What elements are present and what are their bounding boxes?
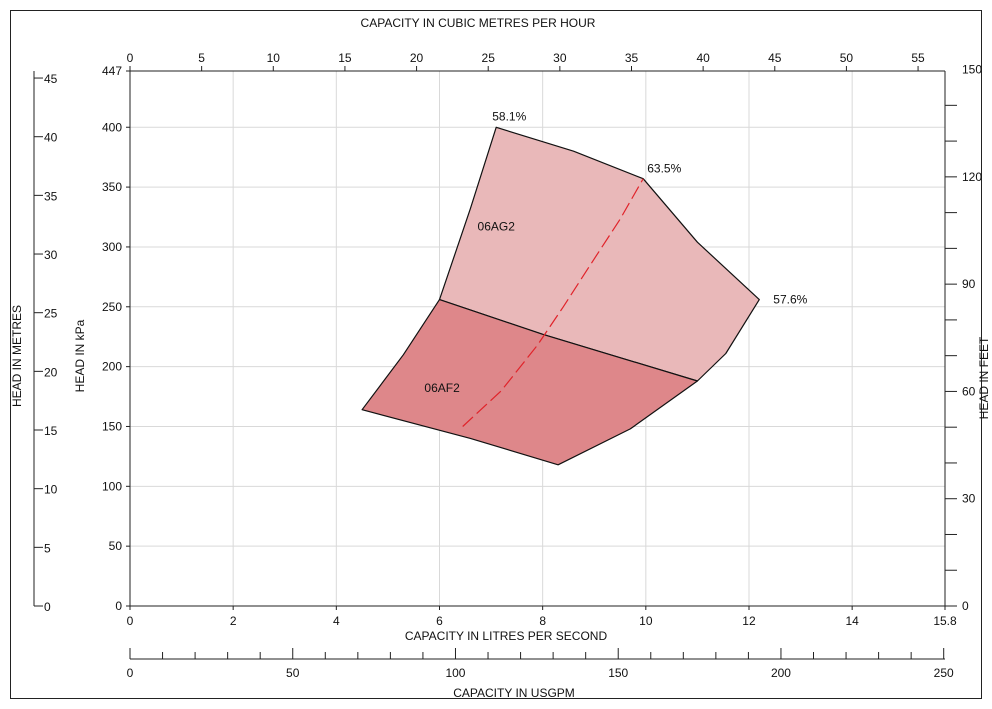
y-kpa-tick-label: 300 [102,240,122,254]
title-top-m3h: CAPACITY IN CUBIC METRES PER HOUR [361,16,596,30]
y-metres-tick-label: 25 [44,307,58,321]
y-feet-tick-label: 0 [962,599,969,613]
y-metres-tick-label: 10 [44,483,58,497]
x-m3h-tick-label: 15 [338,51,352,65]
x-lps-tick-label: 2 [230,614,237,628]
x-lps-tick-label: 14 [845,614,859,628]
usgpm-tick-label: 200 [771,666,791,680]
y-feet-tick-label: 30 [962,492,976,506]
efficiency-label: 58.1% [492,109,526,123]
x-m3h-tick-label: 20 [410,51,424,65]
region-label: 06AG2 [478,220,516,234]
y-metres-tick-label: 35 [44,189,58,203]
region-06af2 [361,299,699,466]
y-feet-tick-label: 120 [962,170,982,184]
y-kpa-tick-label: 0 [115,599,122,613]
x-lps-tick-label: 8 [539,614,546,628]
x-lps-tick-label: 12 [742,614,756,628]
x-m3h-tick-label: 50 [840,51,854,65]
usgpm-tick-label: 250 [934,666,954,680]
title-left-metres: HEAD IN METRES [10,305,24,407]
y-metres-tick-label: 20 [44,365,58,379]
x-lps-tick-label: 4 [333,614,340,628]
y-kpa-tick-label: 250 [102,300,122,314]
y-kpa-tick-label: 100 [102,479,122,493]
y-feet-tick-label: 90 [962,277,976,291]
efficiency-label: 63.5% [647,162,681,176]
usgpm-tick-label: 50 [286,666,300,680]
x-lps-tick-label: 10 [639,614,653,628]
best-efficiency-line [462,178,644,427]
title-bottom-lps: CAPACITY IN LITRES PER SECOND [405,629,608,643]
x-m3h-tick-label: 40 [696,51,710,65]
axes [33,66,957,660]
y-metres-tick-label: 30 [44,248,58,262]
y-metres-tick-label: 15 [44,424,58,438]
usgpm-tick-label: 0 [127,666,134,680]
y-metres-tick-label: 0 [44,600,51,614]
y-kpa-tick-label: 50 [109,539,123,553]
y-kpa-tick-label: 200 [102,360,122,374]
y-metres-tick-label: 40 [44,131,58,145]
title-right-feet: HEAD IN FEET [977,336,991,419]
y-metres-tick-label: 5 [44,541,51,555]
x-m3h-tick-label: 35 [625,51,639,65]
y-kpa-tick-label: 400 [102,120,122,134]
x-lps-tick-label: 15.8 [933,614,957,628]
x-lps-tick-label: 0 [127,614,134,628]
region-label: 06AF2 [424,381,460,395]
x-m3h-tick-label: 10 [267,51,281,65]
efficiency-label: 57.6% [773,293,807,307]
usgpm-tick-label: 150 [608,666,628,680]
y-kpa-tick-label: 350 [102,180,122,194]
y-kpa-tick-label: 150 [102,419,122,433]
title-bottom-usgpm: CAPACITY IN USGPM [453,686,575,700]
y-feet-tick-label: 60 [962,384,976,398]
outer-frame [10,10,982,699]
labels: 06AG2 06AF2 58.1% 63.5% 57.6% 0 2 4 6 8 10 12 14 15.8… [44,51,982,680]
x-m3h-tick-label: 55 [911,51,925,65]
x-m3h-tick-label: 45 [768,51,782,65]
x-m3h-tick-label: 25 [482,51,496,65]
title-left-kpa: HEAD IN kPa [73,319,87,392]
y-metres-tick-label: 45 [44,72,58,86]
x-m3h-tick-label: 30 [553,51,567,65]
y-feet-tick-label: 150 [962,63,982,77]
x-m3h-tick-label: 5 [198,51,205,65]
x-lps-tick-label: 6 [436,614,443,628]
usgpm-tick-label: 100 [445,666,465,680]
regions [361,126,760,466]
bep-line [462,178,644,427]
y-kpa-tick-label: 447 [102,64,122,78]
x-m3h-tick-label: 0 [127,51,134,65]
